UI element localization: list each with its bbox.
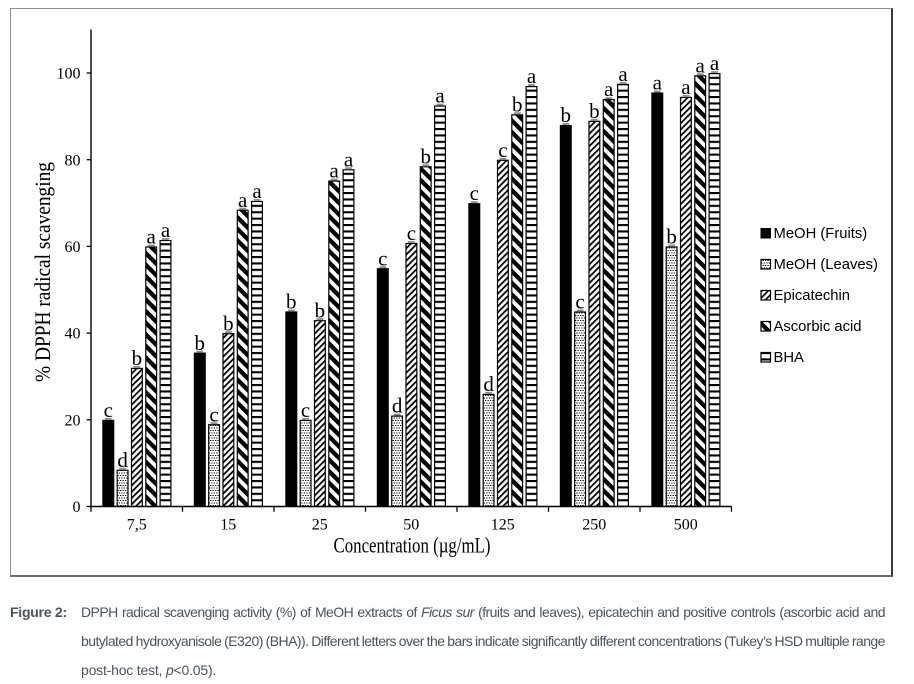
svg-text:Ascorbic acid: Ascorbic acid: [774, 319, 862, 335]
svg-text:50: 50: [403, 517, 419, 534]
svg-text:b: b: [132, 346, 143, 370]
svg-text:a: a: [161, 218, 171, 242]
svg-text:15: 15: [220, 517, 236, 534]
svg-text:40: 40: [65, 326, 81, 343]
svg-text:b: b: [589, 99, 600, 123]
svg-text:a: a: [653, 71, 663, 95]
svg-text:b: b: [561, 103, 572, 127]
svg-text:a: a: [681, 75, 691, 99]
svg-text:d: d: [483, 372, 494, 396]
svg-text:25: 25: [312, 517, 328, 534]
svg-text:c: c: [407, 221, 416, 245]
svg-text:c: c: [575, 290, 584, 314]
svg-text:100: 100: [57, 66, 81, 83]
svg-text:c: c: [378, 246, 387, 270]
svg-text:% DPPH radical scavenging: % DPPH radical scavenging: [30, 162, 55, 382]
svg-text:b: b: [223, 311, 234, 335]
svg-text:a: a: [330, 159, 340, 183]
svg-text:d: d: [392, 394, 403, 418]
svg-text:BHA: BHA: [774, 350, 805, 366]
svg-text:MeOH (Leaves): MeOH (Leaves): [774, 257, 879, 273]
svg-text:c: c: [498, 138, 507, 162]
svg-text:20: 20: [65, 412, 81, 429]
svg-text:c: c: [470, 181, 479, 205]
svg-text:a: a: [527, 64, 537, 88]
svg-text:d: d: [117, 448, 128, 472]
svg-text:b: b: [512, 92, 523, 116]
svg-text:60: 60: [65, 239, 81, 256]
svg-text:80: 80: [65, 152, 81, 169]
svg-text:a: a: [238, 188, 248, 212]
svg-text:b: b: [315, 298, 326, 322]
svg-text:a: a: [696, 53, 706, 77]
svg-text:a: a: [604, 77, 614, 101]
svg-text:MeOH (Fruits): MeOH (Fruits): [774, 226, 868, 242]
svg-text:a: a: [252, 179, 262, 203]
svg-text:c: c: [104, 398, 113, 422]
svg-text:0: 0: [73, 499, 81, 516]
svg-text:a: a: [618, 62, 628, 86]
svg-text:500: 500: [674, 517, 698, 534]
svg-text:a: a: [435, 84, 445, 108]
svg-text:a: a: [710, 51, 720, 75]
svg-text:b: b: [666, 225, 677, 249]
svg-text:Epicatechin: Epicatechin: [774, 288, 851, 304]
svg-text:a: a: [344, 147, 354, 171]
svg-text:c: c: [301, 398, 310, 422]
svg-text:7,5: 7,5: [127, 517, 147, 534]
svg-text:Concentration (µg/mL): Concentration (µg/mL): [334, 533, 491, 558]
svg-text:b: b: [286, 290, 297, 314]
svg-text:250: 250: [582, 517, 606, 534]
svg-text:a: a: [147, 225, 157, 249]
svg-text:b: b: [195, 331, 206, 355]
svg-text:c: c: [209, 402, 218, 426]
svg-text:125: 125: [491, 517, 515, 534]
svg-text:b: b: [420, 144, 431, 168]
